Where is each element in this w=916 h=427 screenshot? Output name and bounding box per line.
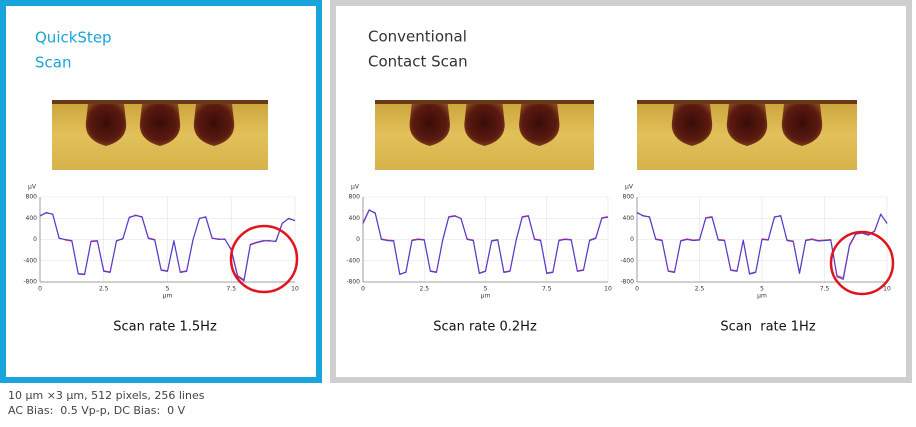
afm-pit: [85, 104, 127, 146]
afm-pit: [781, 104, 823, 146]
afm-pit: [464, 104, 505, 146]
data-line: [636, 212, 888, 280]
x-axis-label: µm: [757, 293, 767, 300]
caption: Scan rate 1.5Hz: [113, 320, 217, 335]
y-axis-label: µV: [351, 184, 360, 191]
y-axis-label: µV: [625, 184, 634, 191]
afm-pit: [409, 104, 450, 146]
highlight-circle: [829, 230, 895, 296]
y-tick-label: -800: [620, 279, 634, 286]
x-tick-label: 0: [361, 286, 365, 293]
y-tick-label: -400: [23, 257, 37, 264]
panel-border: [330, 0, 912, 383]
x-tick-label: 5: [166, 286, 170, 293]
x-tick-label: 7.5: [542, 286, 552, 293]
data-line: [39, 212, 296, 282]
x-tick-label: 10: [883, 286, 891, 293]
x-tick-label: 7.5: [820, 286, 830, 293]
y-tick-label: 800: [349, 194, 361, 201]
panel-title: QuickStep: [35, 29, 112, 47]
y-tick-label: 0: [356, 236, 360, 243]
y-axis-label: µV: [28, 184, 37, 191]
x-axis-label: µm: [481, 293, 491, 300]
x-tick-label: 5: [760, 286, 764, 293]
panel-title: Contact Scan: [368, 53, 468, 71]
data-line: [362, 209, 609, 275]
y-tick-label: -400: [620, 257, 634, 264]
y-tick-label: 400: [349, 215, 361, 222]
y-tick-label: -400: [346, 257, 360, 264]
x-tick-label: 0: [38, 286, 42, 293]
x-tick-label: 10: [291, 286, 299, 293]
footer-note: 10 µm ×3 µm, 512 pixels, 256 lines: [8, 389, 205, 402]
y-tick-label: 800: [623, 194, 635, 201]
y-tick-label: -800: [23, 279, 37, 286]
caption: Scan rate 0.2Hz: [433, 320, 537, 335]
panel-title: Conventional: [368, 28, 467, 46]
panel-title: Scan: [35, 54, 71, 72]
afm-pit: [671, 104, 713, 146]
afm-pit: [193, 104, 235, 146]
x-tick-label: 2.5: [99, 286, 109, 293]
x-tick-label: 0: [635, 286, 639, 293]
x-axis-label: µm: [163, 293, 173, 300]
afm-pit: [726, 104, 768, 146]
y-tick-label: 0: [33, 236, 37, 243]
afm-edge: [52, 100, 268, 104]
caption: Scan rate 1Hz: [720, 320, 815, 335]
footer-note: AC Bias: 0.5 Vp-p, DC Bias: 0 V: [8, 404, 186, 417]
x-tick-label: 2.5: [695, 286, 705, 293]
afm-edge: [637, 100, 857, 104]
x-tick-label: 5: [484, 286, 488, 293]
panel-border: [0, 0, 322, 383]
y-tick-label: 0: [630, 236, 634, 243]
y-tick-label: -800: [346, 279, 360, 286]
afm-pit: [519, 104, 560, 146]
y-tick-label: 800: [26, 194, 38, 201]
x-tick-label: 7.5: [226, 286, 236, 293]
afm-pit: [139, 104, 181, 146]
afm-edge: [375, 100, 594, 104]
y-tick-label: 400: [623, 215, 635, 222]
highlight-circle: [229, 224, 299, 294]
x-tick-label: 10: [604, 286, 612, 293]
y-tick-label: 400: [26, 215, 38, 222]
x-tick-label: 2.5: [419, 286, 429, 293]
